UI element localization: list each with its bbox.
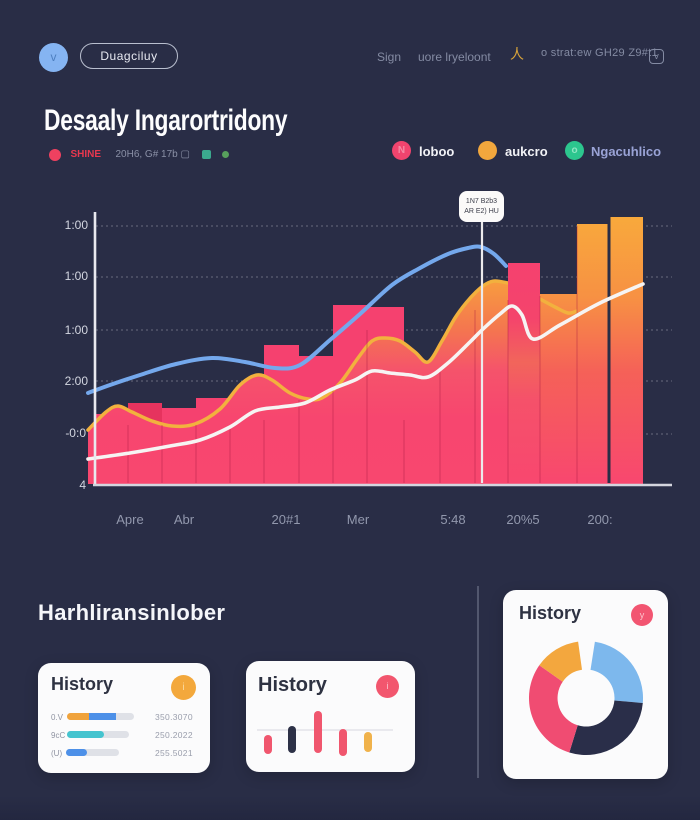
svg-text:1:00: 1:00 bbox=[65, 218, 89, 232]
svg-text:20#1: 20#1 bbox=[272, 512, 301, 527]
svg-text:Apre: Apre bbox=[116, 512, 143, 527]
svg-text:1:00: 1:00 bbox=[65, 269, 89, 283]
svg-text:Abr: Abr bbox=[174, 512, 195, 527]
svg-text:Mer: Mer bbox=[347, 512, 370, 527]
svg-text:2:00: 2:00 bbox=[65, 374, 89, 388]
svg-text:1:00: 1:00 bbox=[65, 323, 89, 337]
svg-text:1N7 B2b3: 1N7 B2b3 bbox=[466, 198, 497, 205]
svg-text:5:48: 5:48 bbox=[440, 512, 465, 527]
svg-text:-0:0: -0:0 bbox=[65, 426, 86, 440]
svg-text:200:: 200: bbox=[587, 512, 612, 527]
svg-text:20%5: 20%5 bbox=[506, 512, 539, 527]
svg-text:4: 4 bbox=[79, 478, 86, 492]
svg-text:AR E2) HU: AR E2) HU bbox=[464, 208, 499, 215]
